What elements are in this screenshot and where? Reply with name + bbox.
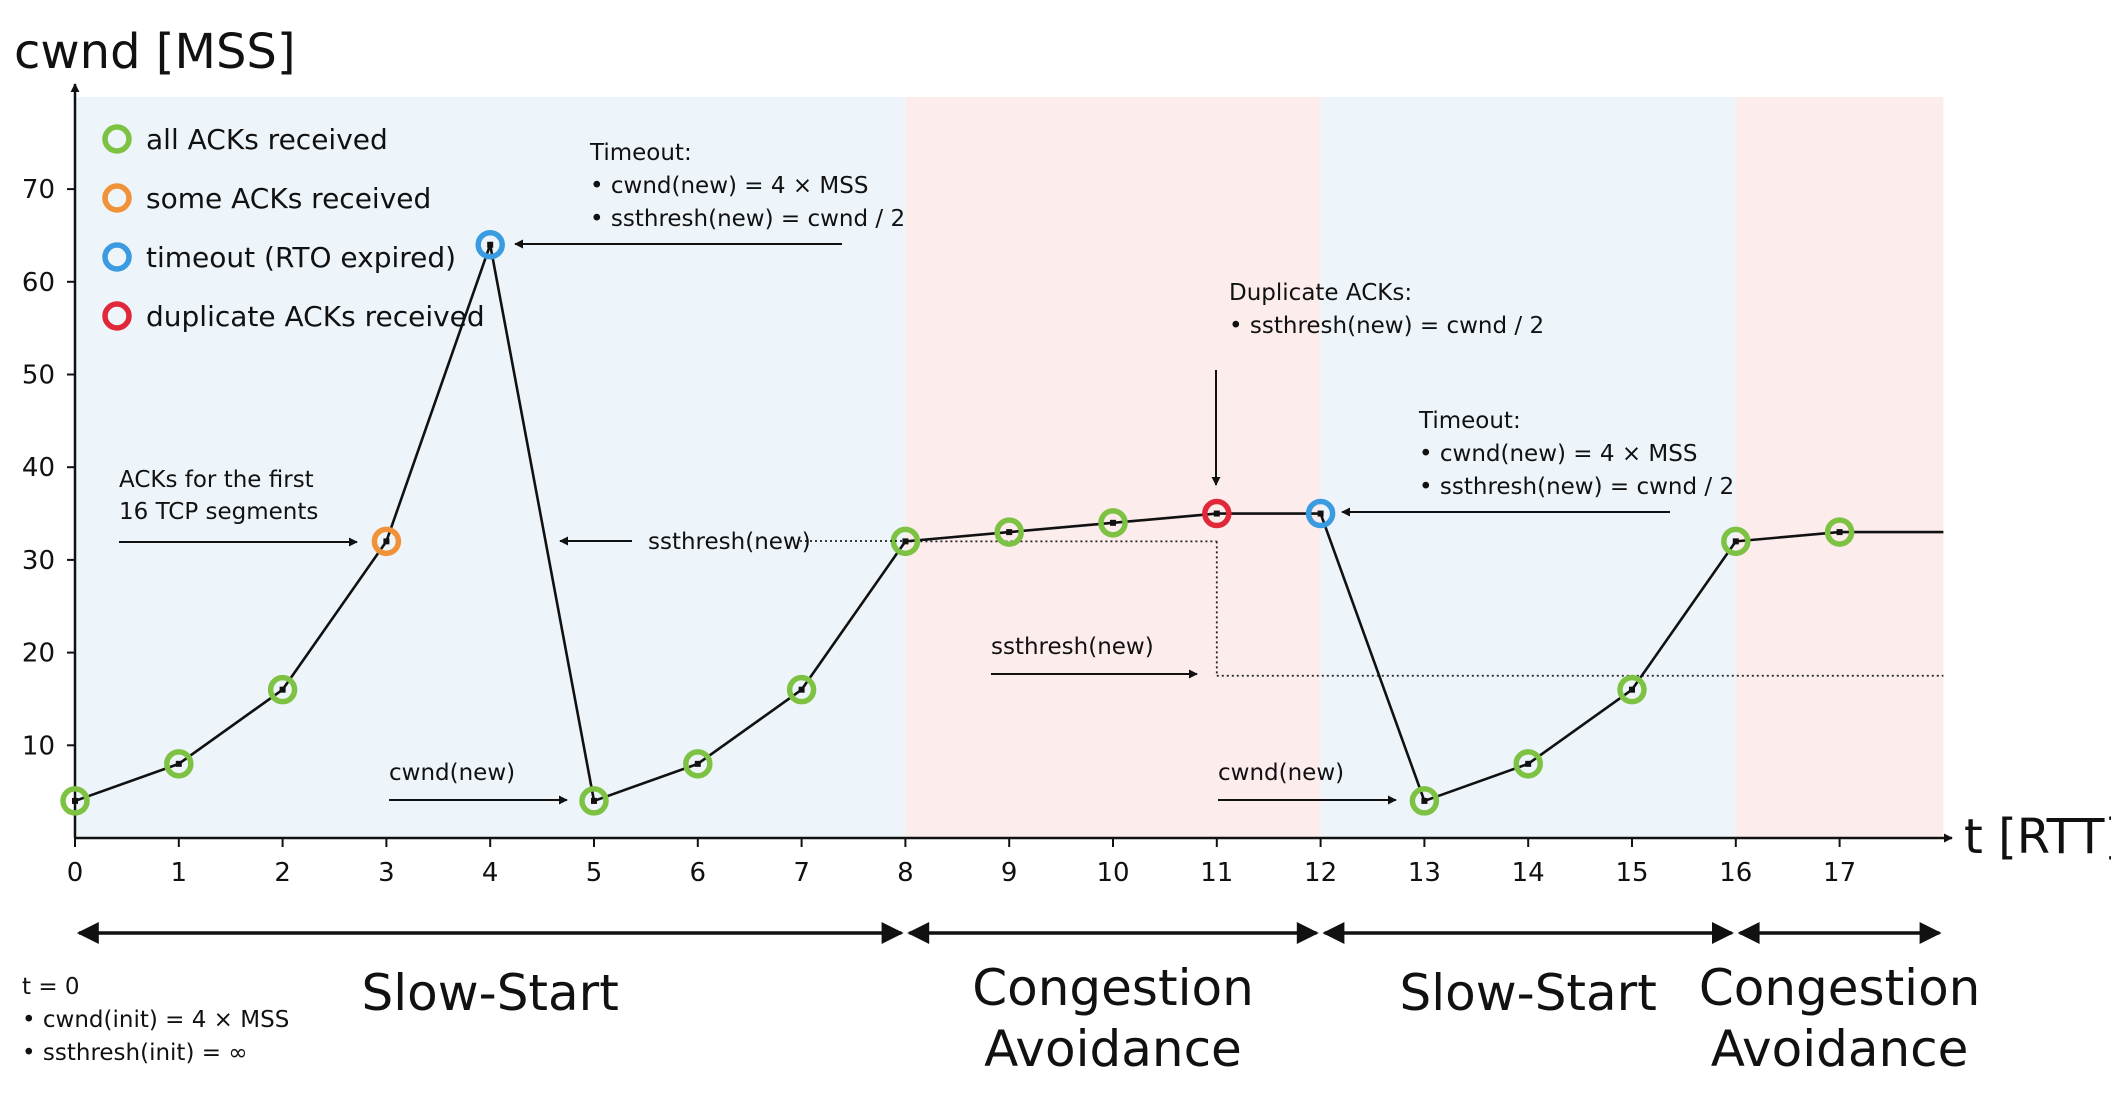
x-axis-title: t [RTT] — [1964, 809, 2111, 865]
x-tick-label: 16 — [1719, 858, 1752, 888]
x-tick-label: 15 — [1615, 858, 1648, 888]
first-acks-note-line-0: ACKs for the first — [119, 467, 314, 493]
x-tick-label: 13 — [1408, 858, 1441, 888]
phase-band-3 — [1735, 97, 1944, 838]
data-point-16 — [1732, 538, 1739, 545]
dup-note-line-1: • ssthresh(new) = cwnd / 2 — [1229, 313, 1544, 339]
legend-marker-timeout — [102, 242, 132, 272]
marker-timeout-12 — [1305, 498, 1336, 529]
data-point-5 — [591, 797, 597, 804]
data-point-13 — [1421, 797, 1428, 804]
data-point-17 — [1836, 529, 1843, 536]
marker-all-9 — [994, 517, 1024, 547]
phase-label-1-0: Congestion — [972, 959, 1254, 1017]
marker-some-3 — [371, 526, 402, 557]
cwnd2-label: cwnd(new) — [1218, 760, 1344, 786]
x-tick-label: 8 — [897, 858, 914, 888]
x-tick-label: 2 — [274, 858, 291, 888]
marker-all-0 — [60, 786, 90, 816]
data-point-15 — [1629, 686, 1635, 693]
data-point-14 — [1525, 760, 1532, 767]
y-tick-label: 60 — [22, 268, 55, 298]
marker-all-13 — [1409, 786, 1440, 816]
y-tick-label: 30 — [22, 546, 55, 576]
phase-label-3-1: Avoidance — [1711, 1020, 1969, 1078]
marker-all-6 — [683, 749, 713, 779]
marker-all-2 — [267, 674, 298, 705]
x-tick-label: 3 — [378, 858, 395, 888]
legend-label-timeout: timeout (RTO expired) — [146, 241, 456, 274]
ssthresh2-label: ssthresh(new) — [991, 634, 1154, 660]
x-tick-label: 17 — [1823, 858, 1856, 888]
marker-all-7 — [786, 674, 817, 705]
phase-label-3-0: Congestion — [1699, 959, 1981, 1017]
data-point-9 — [1006, 529, 1013, 536]
y-tick-label: 70 — [22, 175, 55, 205]
legend-label-some: some ACKs received — [146, 182, 431, 215]
y-tick-label: 10 — [22, 731, 55, 761]
data-point-12 — [1317, 510, 1324, 517]
phase-label-2-0: Slow-Start — [1400, 964, 1657, 1022]
x-tick-label: 9 — [1001, 858, 1018, 888]
marker-all-10 — [1098, 508, 1128, 538]
phase-band-2 — [1320, 97, 1736, 838]
legend-marker-dup — [102, 301, 132, 331]
marker-all-15 — [1617, 674, 1647, 705]
marker-all-17 — [1824, 517, 1855, 547]
init-note-line-0: t = 0 — [22, 974, 80, 1000]
x-tick-label: 11 — [1200, 858, 1233, 888]
legend-label-dup: duplicate ACKs received — [146, 300, 485, 333]
marker-all-8 — [890, 526, 921, 557]
x-tick-label: 0 — [67, 858, 84, 888]
legend-marker-all — [102, 124, 132, 154]
dup-note-line-0: Duplicate ACKs: — [1229, 280, 1412, 306]
timeout1-note-line-1: • cwnd(new) = 4 × MSS — [590, 173, 868, 199]
x-tick-label: 1 — [171, 858, 188, 888]
x-tick-label: 5 — [586, 858, 603, 888]
cwnd1-label: cwnd(new) — [389, 760, 515, 786]
x-tick-label: 14 — [1512, 858, 1545, 888]
x-tick-label: 12 — [1304, 858, 1337, 888]
y-tick-label: 40 — [22, 453, 55, 483]
data-point-2 — [279, 686, 286, 693]
data-point-10 — [1110, 519, 1116, 526]
x-tick-label: 4 — [482, 858, 499, 888]
init-note-line-2: • ssthresh(init) = ∞ — [22, 1040, 247, 1066]
x-tick-label: 6 — [690, 858, 707, 888]
phase-label-1-1: Avoidance — [984, 1020, 1242, 1078]
timeout1-note-line-0: Timeout: — [589, 140, 692, 166]
data-point-6 — [694, 760, 701, 767]
marker-timeout-4 — [475, 229, 505, 260]
marker-all-1 — [164, 749, 194, 779]
data-point-4 — [487, 241, 494, 248]
first-acks-note-line-1: 16 TCP segments — [119, 499, 318, 525]
timeout1-note-line-2: • ssthresh(new) = cwnd / 2 — [590, 206, 905, 232]
ssthresh1-label: ssthresh(new) — [648, 529, 811, 555]
data-point-0 — [72, 797, 78, 804]
marker-all-5 — [579, 786, 609, 816]
init-note-line-1: • cwnd(init) = 4 × MSS — [22, 1007, 289, 1033]
phase-label-0-0: Slow-Start — [362, 964, 619, 1022]
marker-all-16 — [1721, 526, 1751, 557]
timeout2-note-line-1: • cwnd(new) = 4 × MSS — [1419, 441, 1697, 467]
x-tick-label: 7 — [793, 858, 810, 888]
data-point-3 — [383, 538, 390, 545]
legend-label-all: all ACKs received — [146, 123, 388, 156]
data-point-11 — [1213, 510, 1220, 517]
phase-band-1 — [905, 97, 1321, 838]
marker-all-14 — [1513, 749, 1543, 779]
y-tick-label: 50 — [22, 361, 55, 391]
data-point-1 — [175, 760, 182, 767]
timeout2-note-line-2: • ssthresh(new) = cwnd / 2 — [1419, 474, 1734, 500]
timeout2-note-line-0: Timeout: — [1418, 408, 1521, 434]
y-tick-label: 20 — [22, 639, 55, 669]
x-tick-label: 10 — [1096, 858, 1129, 888]
data-point-7 — [798, 686, 805, 693]
y-axis-title: cwnd [MSS] — [14, 24, 296, 80]
legend-marker-some — [102, 183, 132, 213]
marker-dup-11 — [1202, 498, 1232, 529]
